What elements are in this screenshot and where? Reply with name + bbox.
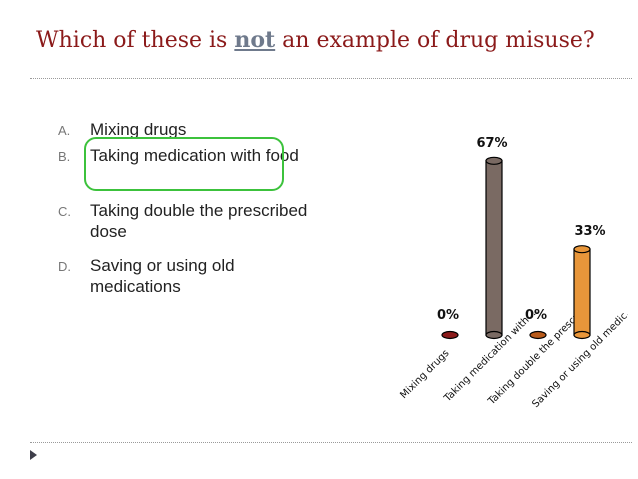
data-label: 33% [574, 224, 605, 239]
slide-title: Which of these is not an example of drug… [36, 26, 596, 55]
option-letter: B. [58, 149, 71, 164]
option-text: Mixing drugs [90, 120, 187, 139]
bar [485, 160, 503, 336]
bar-base [485, 330, 503, 340]
option-text: Taking double the prescribed dose [90, 201, 308, 241]
bar [573, 248, 591, 336]
category-label: Mixing drugs [398, 348, 451, 401]
option-text: Saving or using old medications [90, 256, 235, 296]
bar-base [573, 330, 591, 340]
option-text: Taking medication with food [90, 146, 299, 165]
bar-top [573, 245, 591, 254]
bar-top [485, 156, 503, 165]
title-emphasis: not [234, 27, 276, 53]
footer-divider [30, 442, 632, 443]
data-label: 67% [476, 136, 507, 151]
data-label: 0% [437, 308, 459, 323]
slide-marker-icon [30, 450, 37, 460]
correct-answer-circle [84, 137, 284, 191]
option-letter: D. [58, 259, 71, 274]
title-divider [30, 78, 632, 79]
bar-base [529, 330, 547, 340]
option-letter: C. [58, 204, 71, 219]
data-label: 0% [525, 308, 547, 323]
bar-base [441, 330, 459, 340]
option-letter: A. [58, 123, 71, 138]
title-text-start: Which of these is [36, 28, 235, 53]
title-text-end: an example of drug misuse? [275, 28, 595, 53]
